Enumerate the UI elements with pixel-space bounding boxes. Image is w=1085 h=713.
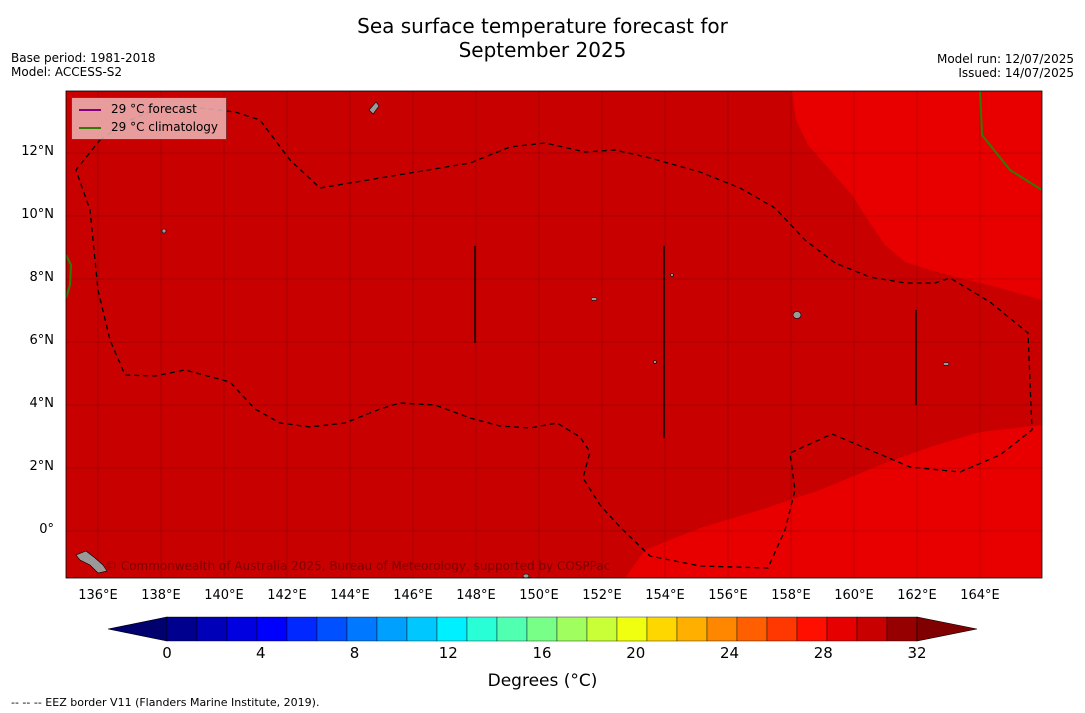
colorbar-tick-label: 28 <box>813 644 833 662</box>
lat-tick-label: 2°N <box>29 459 55 474</box>
lat-tick-label: 4°N <box>29 396 55 411</box>
colorbar-swatch <box>706 616 738 642</box>
map-frame <box>65 90 1043 579</box>
forecast-swatch <box>79 108 101 111</box>
colorbar-swatch <box>346 616 378 642</box>
colorbar-swatch <box>586 616 618 642</box>
colorbar-swatch <box>496 616 528 642</box>
colorbar-swatch <box>766 616 798 642</box>
map-plot-area <box>66 91 1042 578</box>
lat-tick-label: 6°N <box>29 333 55 348</box>
colorbar-tick-label: 12 <box>438 644 458 662</box>
lon-tick-label: 138°E <box>141 588 181 603</box>
base-period: Base period: 1981-2018 <box>11 51 156 65</box>
colorbar-swatch <box>316 616 348 642</box>
lon-tick-label: 162°E <box>897 588 937 603</box>
eez-border <box>75 107 1033 569</box>
colorbar-swatch <box>736 616 768 642</box>
legend-item-climatology: 29 °C climatology <box>79 119 218 135</box>
climatology-29-contour-east <box>979 91 1042 191</box>
legend-item-forecast: 29 °C forecast <box>79 101 197 117</box>
discontinuity-lines <box>474 246 917 438</box>
sst-field-29-southeast <box>625 425 1042 578</box>
lon-tick-label: 152°E <box>582 588 622 603</box>
colorbar-swatch <box>556 616 588 642</box>
sst-field-29-northeast <box>792 91 1042 300</box>
lon-tick-label: 142°E <box>267 588 307 603</box>
lon-tick-label: 144°E <box>330 588 370 603</box>
colorbar-over-arrow <box>916 616 978 642</box>
land-islands <box>75 101 950 578</box>
meta-left: Base period: 1981-2018 Model: ACCESS-S2 <box>11 51 156 79</box>
colorbar-swatch <box>226 616 258 642</box>
colorbar-swatch <box>286 616 318 642</box>
map-title: Sea surface temperature forecast for Sep… <box>0 14 1085 62</box>
lon-tick-label: 158°E <box>771 588 811 603</box>
colorbar-swatch <box>166 616 198 642</box>
lon-tick-label: 140°E <box>204 588 244 603</box>
colorbar-swatch <box>616 616 648 642</box>
model-name: Model: ACCESS-S2 <box>11 65 123 79</box>
lon-tick-label: 160°E <box>834 588 874 603</box>
colorbar-swatch <box>826 616 858 642</box>
colorbar-swatch <box>256 616 288 642</box>
colorbar-swatch <box>436 616 468 642</box>
lon-tick-label: 150°E <box>519 588 559 603</box>
climatology-29-contour-west <box>66 254 73 299</box>
lon-tick-label: 148°E <box>456 588 496 603</box>
climatology-swatch <box>79 126 101 129</box>
colorbar-tick-label: 4 <box>255 644 266 662</box>
footnote: -- -- -- EEZ border V11 (Flanders Marine… <box>11 696 320 709</box>
lon-tick-label: 164°E <box>960 588 1000 603</box>
lat-tick-label: 0° <box>39 522 54 537</box>
colorbar-swatch <box>886 616 918 642</box>
legend-climatology-label: 29 °C climatology <box>111 120 219 134</box>
map-legend: 29 °C forecast 29 °C climatology <box>71 97 227 140</box>
copyright-watermark: © Commonwealth of Australia 2025, Bureau… <box>105 559 611 573</box>
lon-tick-label: 156°E <box>708 588 748 603</box>
colorbar-tick-label: 24 <box>719 644 740 662</box>
colorbar-swatch <box>526 616 558 642</box>
colorbar-swatch <box>796 616 828 642</box>
lon-tick-label: 154°E <box>645 588 685 603</box>
title-line-2: September 2025 <box>458 38 627 62</box>
colorbar-swatch <box>196 616 228 642</box>
colorbar-tick-label: 8 <box>349 644 360 662</box>
lat-tick-label: 8°N <box>29 270 55 285</box>
colorbar-swatch <box>406 616 438 642</box>
lat-tick-label: 10°N <box>21 207 54 222</box>
colorbar-swatch <box>646 616 678 642</box>
colorbar-title: Degrees (°C) <box>487 671 598 691</box>
lat-tick-label: 12°N <box>21 144 54 159</box>
colorbar-under-arrow <box>107 616 168 642</box>
colorbar-swatch <box>676 616 708 642</box>
colorbar-swatch <box>376 616 408 642</box>
issued-date: Issued: 14/07/2025 <box>958 66 1074 80</box>
lon-tick-label: 136°E <box>78 588 118 603</box>
legend-forecast-label: 29 °C forecast <box>111 102 197 116</box>
colorbar-tick-label: 32 <box>907 644 927 662</box>
meta-right: Model run: 12/07/2025 Issued: 14/07/2025 <box>937 52 1074 80</box>
model-run: Model run: 12/07/2025 <box>936 52 1074 66</box>
grid-lines <box>66 91 1042 578</box>
colorbar-tick-label: 0 <box>162 644 172 662</box>
colorbar <box>107 616 978 642</box>
colorbar-tick-label: 16 <box>532 644 552 662</box>
lon-tick-label: 146°E <box>393 588 433 603</box>
colorbar-swatch <box>856 616 888 642</box>
title-line-1: Sea surface temperature forecast for <box>357 14 728 38</box>
colorbar-tick-label: 20 <box>626 644 646 662</box>
colorbar-swatch <box>466 616 498 642</box>
